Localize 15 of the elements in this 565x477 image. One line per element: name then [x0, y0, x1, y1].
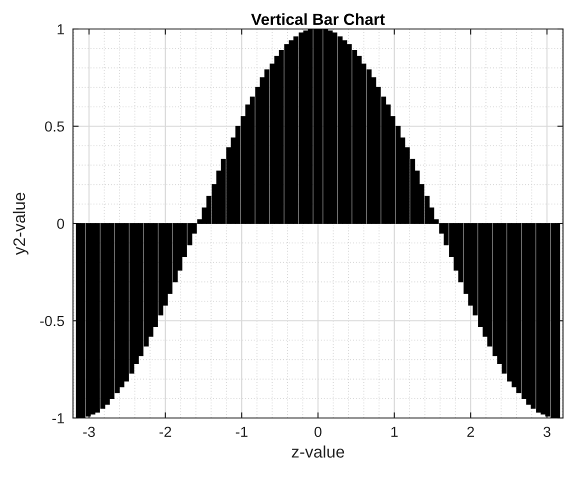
y-tick-label: -1 — [52, 413, 64, 424]
y-tick-label: -0.5 — [40, 316, 64, 326]
y-tick-label: 0.5 — [44, 121, 64, 132]
x-tick-label: 0 — [314, 426, 322, 438]
x-tick-label: -3 — [83, 426, 95, 438]
chart-title: Vertical Bar Chart — [251, 13, 385, 25]
x-axis-title: z-value — [292, 445, 344, 458]
y-tick-label: 0 — [57, 218, 64, 229]
x-tick-label: 3 — [543, 426, 550, 438]
x-tick-label: -2 — [160, 426, 172, 437]
x-tick-label: -1 — [236, 426, 248, 437]
y-axis-title: y2-value — [12, 192, 28, 255]
y-tick-label: 1 — [58, 24, 64, 34]
x-tick-label: 2 — [467, 426, 474, 437]
x-tick-label: 1 — [391, 426, 398, 437]
